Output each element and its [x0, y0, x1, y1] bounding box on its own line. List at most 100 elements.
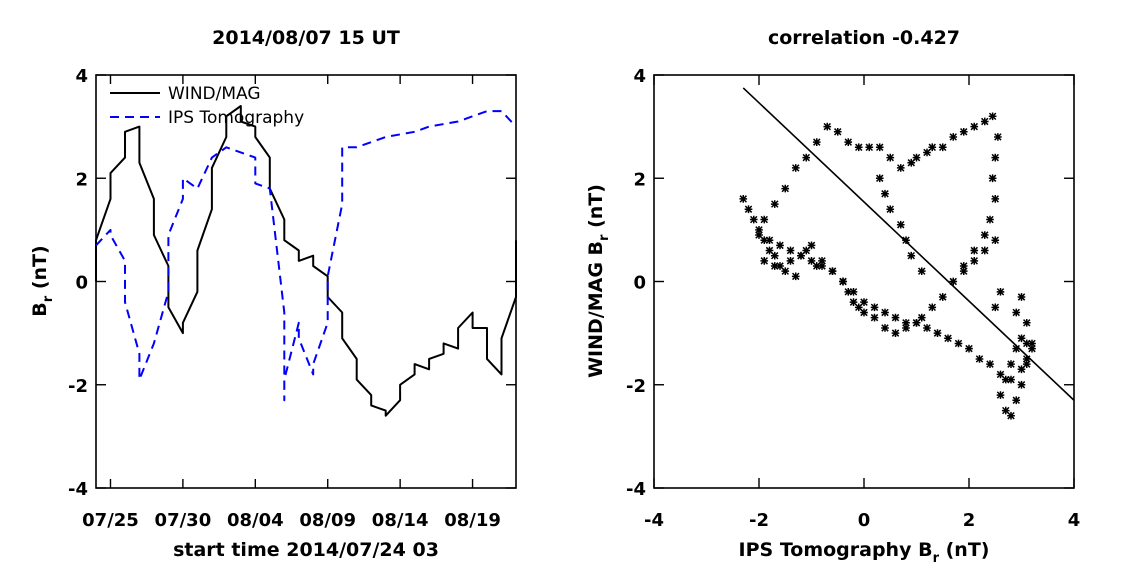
- scatter-point: [776, 241, 784, 250]
- scatter-point: [802, 153, 811, 162]
- scatter-point: [1017, 293, 1026, 301]
- left-legend: WIND/MAG IPS Tomography: [110, 84, 304, 128]
- left-x-tick-label: 07/30: [155, 510, 212, 531]
- scatter-point: [881, 324, 889, 332]
- left-x-tick-label: 08/04: [227, 510, 284, 531]
- scatter-point: [875, 143, 884, 152]
- scatter-point: [923, 148, 931, 157]
- scatter-point: [1017, 380, 1026, 389]
- scatter-point: [870, 313, 879, 322]
- series-line-wind-mag: [95, 105, 517, 417]
- scatter-point: [991, 195, 1000, 203]
- scatter-point: [744, 205, 753, 214]
- right-x-tick-label: 0: [858, 510, 871, 531]
- legend-label-wind-mag: WIND/MAG: [168, 84, 261, 104]
- scatter-point: [849, 287, 858, 296]
- scatter-point: [849, 298, 858, 306]
- scatter-point: [1007, 360, 1015, 368]
- scatter-point: [891, 329, 900, 337]
- scatter-point: [1001, 375, 1010, 384]
- scatter-point: [980, 231, 989, 239]
- scatter-point: [818, 257, 826, 265]
- left-axis-ticks: [96, 74, 516, 489]
- regression-line: [742, 87, 1075, 401]
- left-y-tick-label: -4: [68, 479, 88, 500]
- scatter-point: [902, 324, 910, 332]
- scatter-point: [791, 272, 800, 281]
- scatter-point: [902, 236, 910, 245]
- scatter-point: [818, 262, 826, 270]
- scatter-point: [833, 127, 842, 136]
- scatter-point: [1028, 344, 1036, 353]
- scatter-point: [896, 220, 905, 229]
- scatter-point: [991, 153, 1000, 162]
- left-plot-frame: [95, 74, 517, 489]
- scatter-point: [965, 344, 973, 353]
- scatter-point: [860, 308, 868, 317]
- scatter-point: [865, 143, 874, 152]
- left-y-tick-label: 4: [75, 66, 88, 87]
- left-series-group: [95, 105, 517, 417]
- scatter-point: [770, 200, 779, 208]
- scatter-point: [1007, 375, 1015, 384]
- scatter-point: [1012, 308, 1021, 317]
- right-x-tick-labels: -4 -2 0 2 4: [644, 510, 1080, 531]
- right-y-axis-label: WIND/MAG Br (nT): [585, 184, 612, 378]
- scatter-point: [860, 298, 868, 306]
- scatter-point: [781, 184, 790, 193]
- scatter-point: [917, 313, 926, 322]
- scatter-point: [1017, 334, 1026, 343]
- scatter-point: [986, 215, 994, 224]
- scatter-point: [980, 246, 989, 255]
- scatter-point: [944, 334, 952, 343]
- right-x-tick-label: 4: [1068, 510, 1081, 531]
- scatter-point: [739, 195, 748, 203]
- scatter-point: [870, 303, 879, 312]
- scatter-point: [802, 246, 811, 255]
- scatter-point: [988, 174, 997, 183]
- scatter-point: [907, 251, 916, 260]
- scatter-point: [881, 308, 889, 317]
- scatter-point: [760, 257, 769, 265]
- scatter-point: [954, 339, 963, 348]
- scatter-point: [996, 391, 1005, 399]
- scatter-point: [1001, 406, 1010, 415]
- scatter-point: [933, 329, 942, 337]
- left-chart-title: 2014/08/07 15 UT: [212, 27, 400, 49]
- scatter-point: [938, 293, 947, 301]
- scatter-point: [875, 174, 884, 183]
- scatter-point: [970, 246, 979, 255]
- scatter-point: [765, 246, 774, 255]
- scatter-point: [1012, 396, 1021, 405]
- scatter-point: [896, 164, 905, 172]
- scatter-point: [975, 355, 984, 363]
- right-y-tick-label: -2: [626, 376, 646, 397]
- scatter-point: [986, 360, 994, 368]
- series-line-ips-tomography: [95, 110, 517, 402]
- scatter-point: [949, 277, 958, 286]
- scatter-point: [996, 287, 1005, 296]
- scatter-point: [928, 303, 937, 312]
- scatter-point: [854, 143, 863, 152]
- scatter-point: [760, 236, 769, 245]
- scatter-point: [839, 277, 847, 286]
- scatter-point: [886, 205, 895, 214]
- scatter-point: [812, 262, 821, 270]
- right-y-tick-label: 0: [633, 273, 646, 294]
- left-chart: 2014/08/07 15 UT 07/25 07/30 08/04 08/09 08/…: [29, 27, 517, 561]
- scatter-point: [970, 122, 979, 131]
- scatter-point: [786, 246, 795, 255]
- right-fit-line-group: [742, 87, 1075, 401]
- scatter-point: [959, 262, 968, 270]
- left-x-axis-label: start time 2014/07/24 03: [173, 539, 439, 561]
- right-y-tick-labels: 4 2 0 -2 -4: [626, 66, 646, 500]
- scatter-point: [970, 257, 979, 265]
- scatter-point: [844, 287, 853, 296]
- right-axis-ticks: [653, 74, 1075, 489]
- left-x-tick-label: 07/25: [82, 510, 139, 531]
- scatter-point: [1022, 355, 1031, 363]
- scatter-point: [891, 313, 900, 322]
- scatter-point: [797, 251, 805, 260]
